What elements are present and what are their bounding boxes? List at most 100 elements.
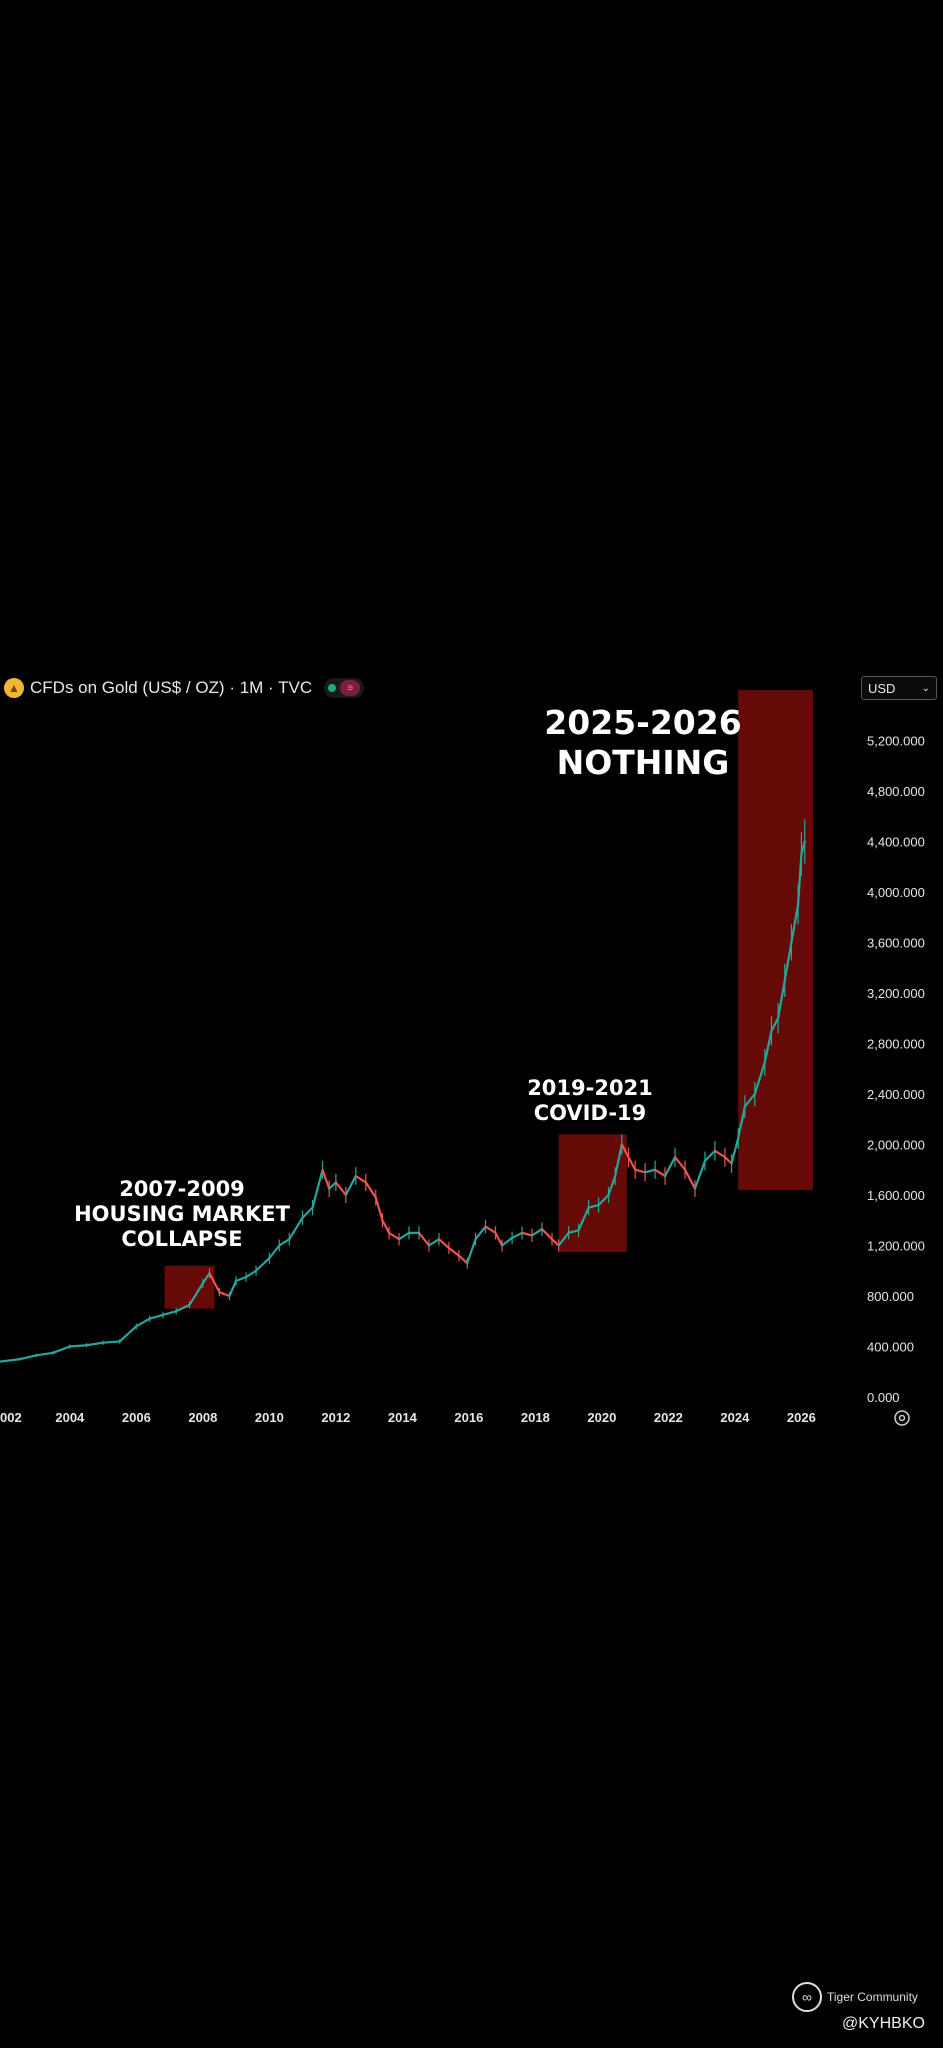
price-chart[interactable]: 0.000 400.000 800.000 1,200.000 1,600.000 2,0… — [0, 690, 943, 1450]
x-tick-label: 2004 — [55, 1410, 85, 1425]
price-segment — [234, 1275, 248, 1282]
price-segment — [457, 1254, 469, 1265]
price-segment — [301, 1206, 314, 1219]
price-segment — [723, 1156, 733, 1165]
price-segment — [397, 1231, 411, 1241]
price-segment — [244, 1269, 258, 1279]
price-segment — [161, 1310, 178, 1317]
price-segment — [777, 979, 786, 1020]
market-status-pill[interactable]: ≡ — [324, 678, 365, 698]
price-segment — [713, 1149, 727, 1159]
price-segment — [18, 1354, 38, 1361]
price-segment — [447, 1246, 460, 1257]
price-segment — [743, 1092, 756, 1108]
x-tick-label: 2020 — [587, 1410, 616, 1425]
x-tick-label: 2014 — [388, 1410, 418, 1425]
annotation-line: COLLAPSE — [121, 1227, 243, 1252]
price-segment — [783, 941, 793, 982]
price-segment — [148, 1313, 165, 1320]
y-tick-label: 4,800.000 — [867, 784, 925, 799]
tiger-community-watermark: ∞ Tiger Community — [792, 1982, 918, 2012]
status-dot-icon — [328, 684, 337, 692]
price-segment — [354, 1174, 367, 1184]
price-segment — [218, 1291, 231, 1298]
y-tick-label: 800.000 — [867, 1289, 914, 1304]
y-tick-label: 400.000 — [867, 1340, 914, 1355]
currency-select[interactable]: USD ⌄ — [861, 676, 937, 700]
x-tick-label: 2022 — [654, 1410, 683, 1425]
price-segment — [770, 1017, 780, 1032]
price-segment — [567, 1229, 580, 1234]
price-segment — [311, 1168, 324, 1209]
price-segment — [530, 1227, 544, 1237]
price-segment — [693, 1159, 707, 1190]
price-segment — [466, 1238, 477, 1265]
x-tick-label: 2018 — [521, 1410, 550, 1425]
y-tick-label: 2,800.000 — [867, 1037, 925, 1052]
price-segment — [620, 1143, 630, 1159]
price-segment — [417, 1231, 431, 1247]
price-segment — [381, 1219, 391, 1234]
price-segment — [673, 1156, 687, 1171]
x-tick-label: 2024 — [720, 1410, 750, 1425]
price-segment — [683, 1168, 697, 1190]
price-segment — [474, 1225, 487, 1241]
price-segment — [550, 1238, 560, 1247]
tiger-logo-icon: ∞ — [792, 1982, 822, 2012]
price-segment — [540, 1227, 554, 1241]
price-segment — [753, 1061, 766, 1096]
price-segment — [101, 1340, 121, 1344]
price-segment — [334, 1181, 347, 1197]
x-tick-label: 2006 — [122, 1410, 151, 1425]
price-segment — [374, 1196, 384, 1222]
chevron-down-icon: ⌄ — [921, 682, 930, 694]
price-segment — [68, 1344, 88, 1348]
author-handle: @KYHBKO — [842, 2015, 925, 2032]
annotation-line: COVID-19 — [533, 1101, 647, 1126]
price-segment — [587, 1203, 600, 1209]
price-segment — [118, 1325, 138, 1343]
annotation-line: 2019-2021 — [527, 1076, 653, 1100]
price-segment — [328, 1181, 337, 1190]
price-segment — [644, 1168, 657, 1174]
price-segment — [790, 903, 800, 944]
price-segment — [763, 1029, 773, 1064]
price-segment — [188, 1282, 204, 1306]
price-segment — [494, 1231, 504, 1247]
annotation-covid: 2019-2021 COVID-19 — [510, 1076, 670, 1126]
price-segment — [437, 1238, 451, 1250]
chart-header: ▲ CFDs on Gold (US$ / OZ) · 1M · TVC ≡ — [4, 674, 365, 702]
currency-value: USD — [868, 680, 896, 696]
price-segment — [268, 1244, 281, 1260]
annotation-housing-collapse: 2007-2009 HOUSING MARKET COLLAPSE — [72, 1177, 292, 1253]
price-segment — [175, 1303, 191, 1313]
price-segment — [208, 1272, 221, 1294]
price-segment — [135, 1317, 151, 1328]
price-segment — [85, 1341, 105, 1347]
chart-title: CFDs on Gold (US$ / OZ) · 1M · TVC — [30, 678, 313, 697]
y-tick-label: 5,200.000 — [867, 734, 925, 749]
price-segment — [0, 1358, 22, 1363]
price-segment — [703, 1149, 717, 1163]
highlight-box — [738, 690, 814, 1190]
price-segment — [288, 1216, 304, 1241]
price-segment — [627, 1156, 637, 1171]
price-segment — [597, 1193, 610, 1207]
price-segment — [254, 1257, 271, 1272]
settings-gear-icon[interactable] — [894, 1410, 910, 1426]
annotation-line: NOTHING — [556, 742, 730, 782]
x-tick-label: 2012 — [321, 1410, 350, 1425]
y-tick-label: 4,000.000 — [867, 885, 925, 900]
y-tick-label: 4,400.000 — [867, 835, 925, 850]
price-segment — [577, 1206, 590, 1232]
y-tick-label: 1,200.000 — [867, 1239, 925, 1254]
annotation-line: HOUSING MARKET — [74, 1202, 290, 1227]
y-tick-label: 1,600.000 — [867, 1188, 925, 1203]
x-tick-label: 002 — [0, 1410, 22, 1425]
x-tick-label: 2026 — [787, 1410, 816, 1425]
y-tick-label: 0.000 — [867, 1390, 900, 1405]
price-segment — [520, 1231, 534, 1237]
annotation-line: 2025-2026 — [544, 703, 742, 742]
y-tick-label: 3,200.000 — [867, 986, 925, 1001]
price-segment — [344, 1174, 357, 1197]
